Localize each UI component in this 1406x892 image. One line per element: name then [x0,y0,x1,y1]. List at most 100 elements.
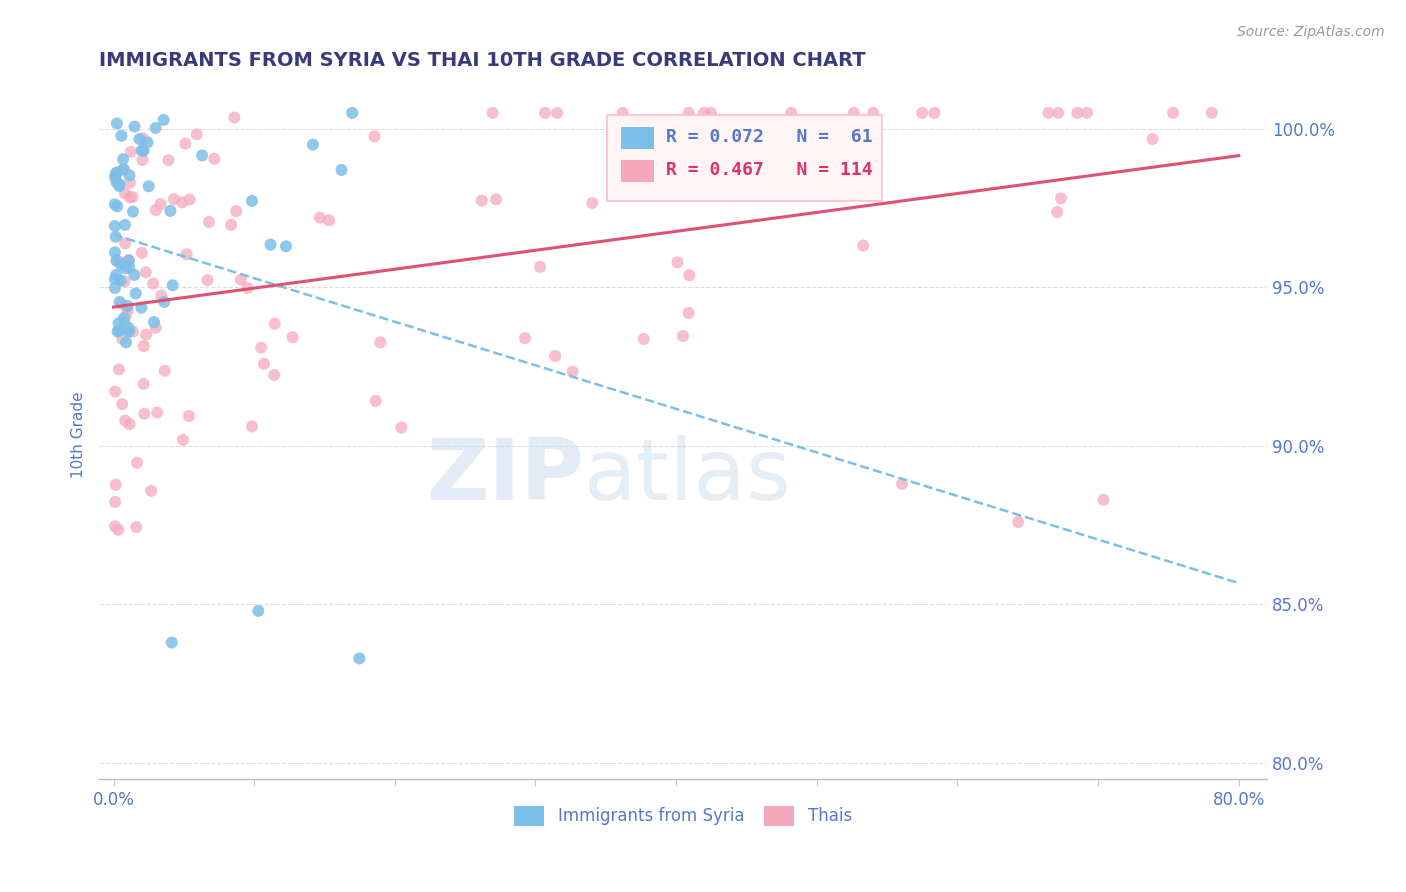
Point [131,153,153,167]
Point [104,219,127,233]
Point [124,120,146,134]
Point [700,106,723,120]
Point [105,165,128,179]
Point [330,163,353,178]
Point [174,136,197,151]
Point [134,407,156,421]
Point [581,196,603,211]
Point [121,325,143,339]
Point [157,153,180,168]
Point [104,170,127,185]
Point [117,252,139,267]
Point [125,286,148,301]
Point [544,349,567,363]
Point [342,106,364,120]
Point [118,320,141,334]
Point [891,477,914,491]
Point [1047,106,1070,120]
Point [104,272,127,286]
Point [114,414,136,428]
Point [132,131,155,145]
Point [114,218,136,232]
Point [911,106,934,120]
Point [107,325,129,339]
Point [105,268,128,282]
Point [1201,106,1223,120]
Point [110,258,132,272]
Point [1142,132,1164,146]
Point [138,179,160,194]
Point [125,456,148,470]
Point [110,128,132,143]
Point [132,144,155,158]
Legend: Immigrants from Syria, Thais: Immigrants from Syria, Thais [508,799,859,832]
Point [108,294,131,309]
Point [176,247,198,261]
Point [1066,106,1088,120]
Point [253,357,276,371]
Point [471,194,494,208]
Point [132,376,155,391]
Text: Source: ZipAtlas.com: Source: ZipAtlas.com [1237,25,1385,39]
Point [678,306,700,320]
Point [117,324,139,338]
Point [108,324,131,338]
Point [679,132,702,146]
Point [672,329,695,343]
Point [1050,191,1073,205]
Point [104,495,127,509]
Point [104,477,127,491]
Point [104,197,127,211]
Point [561,365,583,379]
Point [118,325,141,339]
Point [153,294,176,309]
Point [110,274,132,288]
Point [118,168,141,182]
Point [135,327,157,342]
Point [849,180,872,194]
Point [117,303,139,318]
Point [1038,106,1060,120]
Point [179,193,201,207]
Point [111,332,134,346]
Point [678,268,700,282]
Point [108,255,131,269]
Point [114,309,136,323]
Point [153,364,176,378]
Point [112,162,135,177]
Point [172,433,194,447]
Point [1161,106,1184,120]
Point [104,229,127,244]
Point [105,166,128,180]
Point [112,274,135,288]
Point [107,254,129,268]
Point [108,362,131,376]
Point [160,635,183,649]
FancyBboxPatch shape [621,128,654,149]
Point [163,192,186,206]
Point [250,341,273,355]
Point [1092,492,1115,507]
Point [131,144,153,158]
FancyBboxPatch shape [621,161,654,182]
Point [108,178,131,192]
Point [120,145,142,159]
Point [107,523,129,537]
Point [693,106,716,120]
Point [111,397,134,411]
Point [143,315,166,329]
Point [118,253,141,268]
Point [363,129,385,144]
Point [191,148,214,162]
Point [125,520,148,534]
Point [1076,106,1098,120]
Text: R = 0.467   N = 114: R = 0.467 N = 114 [665,161,872,178]
Point [105,116,128,130]
Point [240,419,263,434]
Point [114,261,136,276]
Point [142,277,165,291]
Point [172,195,194,210]
Point [229,273,252,287]
Point [1007,515,1029,529]
FancyBboxPatch shape [607,115,882,201]
